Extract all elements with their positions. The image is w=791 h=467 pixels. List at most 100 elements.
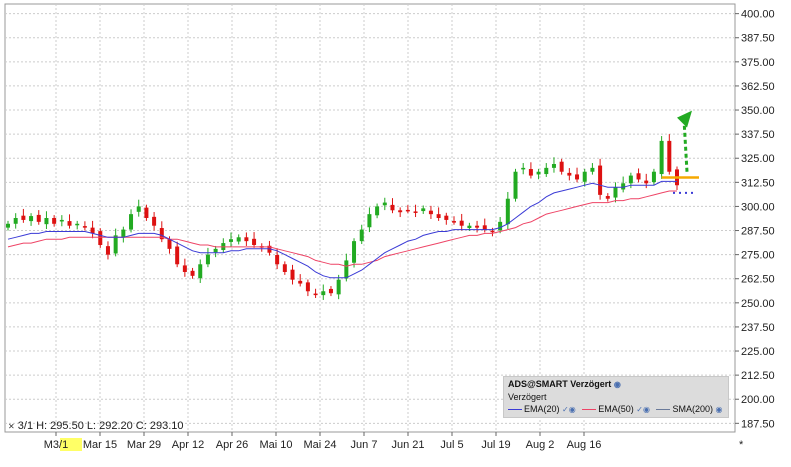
candle-body (505, 198, 510, 225)
candle-body (536, 171, 541, 175)
x-tick-label: Jul 19 (481, 439, 510, 451)
legend-item-sma200[interactable]: SMA(200) ◉ (656, 404, 722, 414)
candle-body (628, 175, 633, 184)
candle-body (382, 202, 387, 206)
settings-icon[interactable]: ◉ (613, 380, 621, 389)
candle-body (398, 210, 403, 213)
legend: ADS@SMART Verzögert ◉ Verzögert EMA(20) … (503, 376, 729, 418)
candle-body (182, 265, 187, 272)
candle-body (13, 218, 18, 224)
x-tick-label: Jun 7 (351, 439, 378, 451)
candle-body (198, 264, 203, 279)
y-tick-label: 250.00 (741, 298, 775, 310)
y-tick-label: 300.00 (741, 201, 775, 213)
candle-body (282, 264, 287, 272)
candle-body (75, 223, 80, 226)
x-tick-highlight (60, 438, 82, 451)
candle-body (144, 207, 149, 218)
candle-body (275, 255, 280, 265)
axis-end-marker: * (739, 439, 744, 451)
settings-icon[interactable]: ◉ (715, 405, 723, 414)
candle-body (290, 269, 295, 280)
candle-body (313, 293, 318, 296)
settings-icon[interactable]: ◉ (642, 405, 650, 414)
candle-body (651, 171, 656, 183)
x-tick-label: Jul 5 (440, 439, 463, 451)
candle-body (29, 216, 34, 222)
candle-body (582, 171, 587, 182)
x-tick-label: M3/1 (44, 439, 68, 451)
y-tick-label: 375.00 (741, 57, 775, 69)
candle-body (298, 280, 303, 284)
ema20-line (7, 180, 677, 279)
candle-body (213, 248, 218, 253)
candle-body (490, 230, 495, 233)
y-tick-label: 362.50 (741, 81, 775, 93)
candle-body (321, 291, 326, 296)
candle-body (405, 209, 410, 212)
x-tick-label: Aug 2 (526, 439, 555, 451)
candle-body (421, 208, 426, 212)
candle-body (436, 214, 441, 218)
candle-body (467, 225, 472, 229)
candle-body (113, 235, 118, 254)
candle-body (559, 161, 564, 172)
settings-icon[interactable]: ◉ (568, 405, 576, 414)
candle-body (136, 206, 141, 212)
x-tick-label: Apr 12 (172, 439, 204, 451)
check-icon[interactable]: ✓ (562, 405, 569, 414)
candle-body (336, 279, 341, 295)
candle-body (121, 229, 126, 238)
candle-body (513, 171, 518, 199)
y-tick-label: 262.50 (741, 274, 775, 286)
close-x-icon[interactable]: ✕ (8, 422, 15, 431)
candle-body (452, 221, 456, 223)
y-tick-label: 312.50 (741, 177, 775, 189)
candle-body (244, 237, 249, 242)
candle-body (598, 165, 603, 195)
candle-body (229, 239, 233, 242)
x-tick-label: Aug 16 (567, 439, 602, 451)
candle-body (413, 211, 418, 213)
y-tick-label: 237.50 (741, 322, 775, 334)
candle-body (352, 241, 357, 263)
candle-body (305, 282, 310, 292)
ohlc-text: 3/1 H: 295.50 L: 292.20 C: 293.10 (17, 420, 184, 432)
candle-body (498, 221, 503, 231)
candle-body (667, 140, 672, 172)
candle-body (98, 231, 103, 245)
candle-body (459, 220, 464, 226)
candle-body (252, 238, 257, 245)
candle-body (482, 225, 487, 230)
candle-body (659, 140, 664, 175)
candle-body (159, 228, 164, 240)
candle-body (551, 164, 556, 168)
x-tick-label: Apr 26 (216, 439, 248, 451)
legend-item-ema20[interactable]: EMA(20) ✓◉ (508, 404, 576, 414)
legend-subtitle: Verzögert (508, 392, 547, 402)
y-tick-label: 337.50 (741, 129, 775, 141)
legend-item-ema50[interactable]: EMA(50) ✓◉ (582, 404, 650, 414)
x-tick-label: Mai 24 (303, 439, 336, 451)
candle-body (359, 229, 364, 242)
candle-body (613, 187, 618, 198)
y-tick-label: 200.00 (741, 394, 775, 406)
candle-body (567, 172, 572, 176)
candle-body (129, 214, 134, 230)
candle-body (59, 219, 64, 222)
candle-body (205, 254, 210, 265)
candle-body (105, 246, 110, 255)
legend-title: ADS@SMART Verzögert (508, 379, 612, 389)
candle-body (475, 225, 480, 228)
candle-body (375, 206, 380, 216)
candle-body (528, 169, 533, 176)
y-tick-label: 387.50 (741, 33, 775, 45)
candle-body (236, 237, 241, 242)
projection-arrow-shaft (682, 119, 689, 172)
check-icon[interactable]: ✓ (636, 405, 643, 414)
candle-body (575, 174, 580, 180)
candle-body (90, 227, 95, 234)
candle-body (644, 180, 649, 184)
candle-body (328, 288, 333, 294)
candle-body (36, 214, 41, 222)
